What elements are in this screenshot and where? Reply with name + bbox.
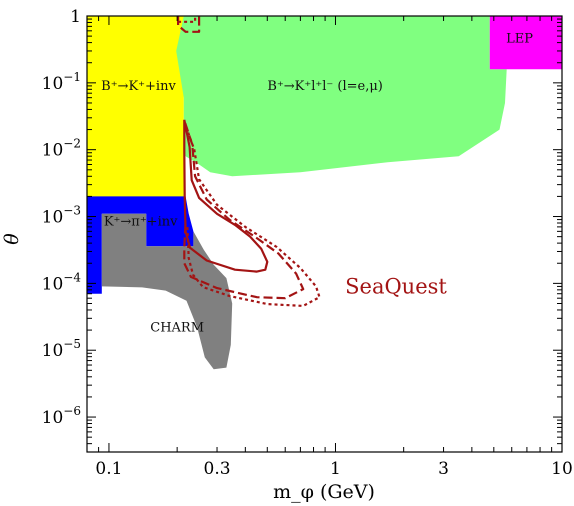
region-annotations: B⁺→K⁺+inv B⁺→K⁺l⁺l⁻ (l=e,μ) LEP K⁺→π⁺+inv CH… (101, 32, 533, 336)
x-tick-label: 0.3 (204, 459, 231, 479)
annotation-lep: LEP (506, 32, 533, 47)
annotation-charm: CHARM (150, 321, 204, 336)
annotation-b-k-l-l-l-e: B⁺→K⁺l⁺l⁻ (l=e,μ) (267, 79, 383, 94)
y-tick-label: 10−4 (42, 270, 82, 294)
y-tick-label: 10−6 (42, 404, 81, 428)
axis-tick-labels: 0.1 0.3 1 3 10 1 10−1 10−2 10−3 10−4 10−5 10−6 (42, 7, 573, 479)
y-tick-label: 10−1 (42, 70, 81, 94)
annotation-seaquest: SeaQuest (345, 275, 447, 299)
annotation-b-k-inv: B⁺→K⁺+inv (101, 79, 176, 94)
seaquest-contour-dashed-1 (183, 122, 305, 300)
seaquest-contour-dotted-2 (185, 126, 321, 307)
y-tick-label: 10−5 (42, 337, 81, 361)
excluded-regions (87, 16, 562, 370)
x-tick-label: 10 (551, 459, 573, 479)
y-tick-label: 1 (70, 7, 81, 27)
region-charm (101, 213, 233, 370)
annotation-k-inv: K⁺→π⁺+inv (104, 214, 178, 229)
x-tick-label: 3 (438, 459, 449, 479)
region-lep (489, 16, 562, 70)
plot-frame (86, 15, 563, 453)
region-b-k-inv (87, 16, 184, 198)
axis-ticks (86, 15, 563, 453)
y-tick-label: 10−2 (42, 137, 81, 161)
seaquest-contours (177, 16, 321, 307)
region-k-inv (87, 196, 194, 294)
x-tick-label: 0.1 (95, 459, 122, 479)
x-axis-title: m_φ (GeV) (273, 481, 375, 503)
y-axis-title: θ (1, 233, 23, 245)
region-b-k-l-l-l-e (176, 16, 507, 177)
y-tick-label: 10−3 (42, 204, 81, 228)
x-tick-label: 1 (330, 459, 341, 479)
seaquest-contour-dotted-4 (178, 16, 197, 23)
